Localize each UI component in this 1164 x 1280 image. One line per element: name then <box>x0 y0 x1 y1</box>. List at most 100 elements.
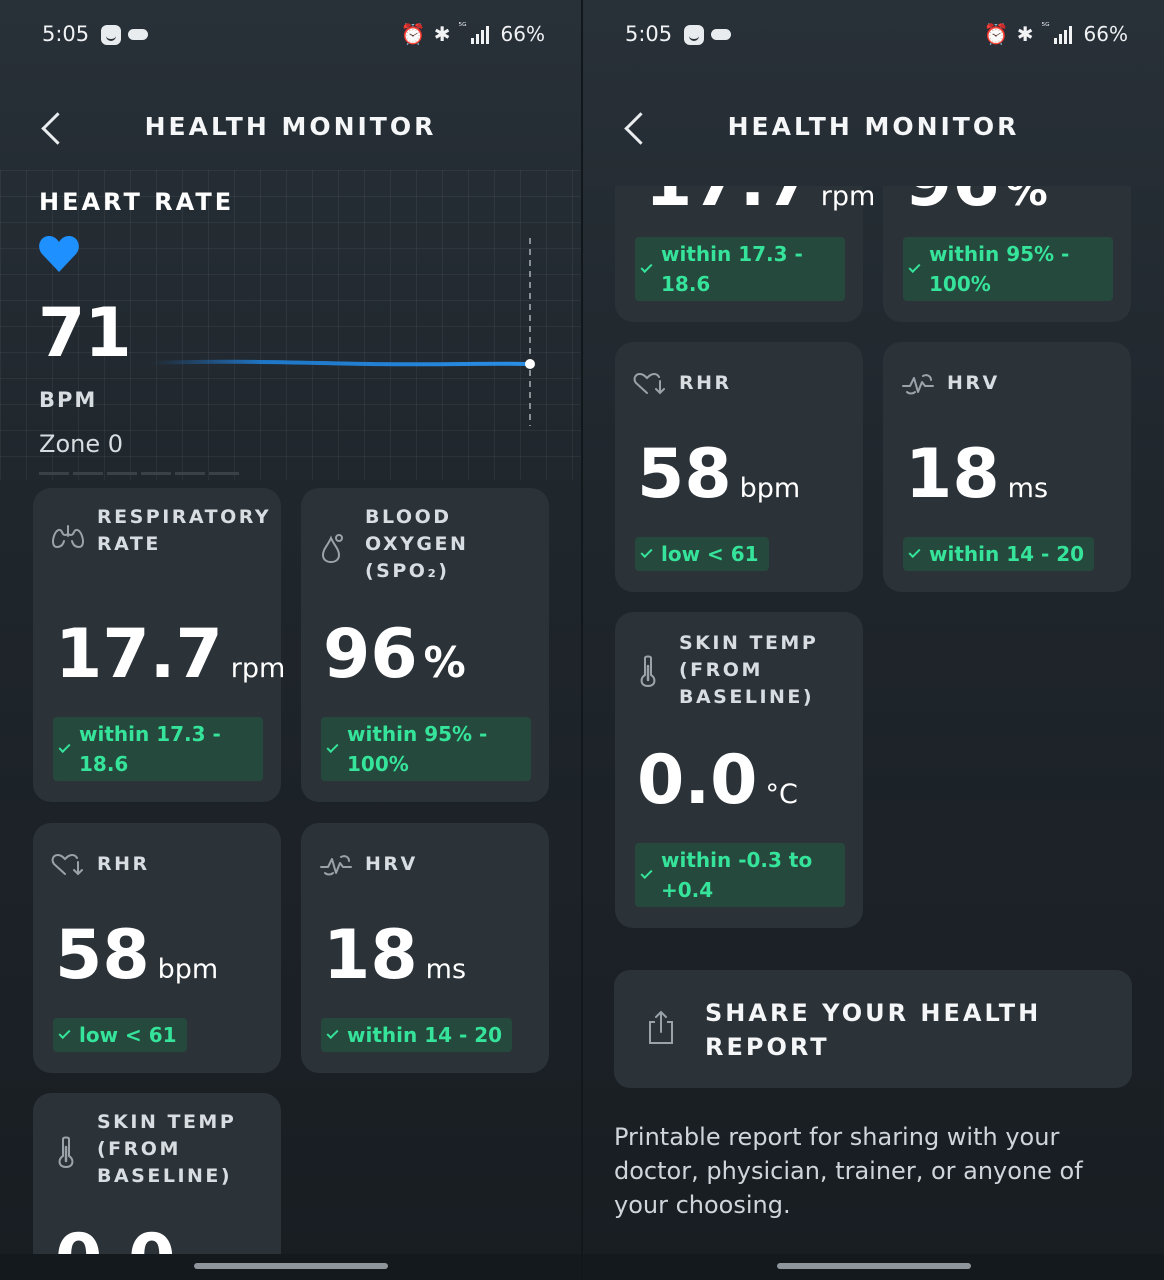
blood-oxygen-card[interactable]: BLOOD OXYGEN (SPO₂) 96% within 95% - 100… <box>301 488 549 802</box>
blood-oxygen-label: BLOOD OXYGEN (SPO₂) <box>365 504 468 585</box>
zone-segments <box>39 472 239 475</box>
status-time: 5:05 <box>42 22 90 46</box>
heart-rate-label: HEART RATE <box>39 188 235 216</box>
respiratory-badge-line1: within 17.3 - <box>661 242 803 266</box>
hrv-label: HRV <box>947 372 1000 394</box>
hrv-value: 18 ms <box>905 440 1048 524</box>
respiratory-status-badge: within 17.3 - 18.6 <box>53 717 263 781</box>
rhr-label: RHR <box>97 853 150 875</box>
heart-rate-value: 71 <box>38 294 132 373</box>
rhr-unit: bpm <box>157 954 219 985</box>
check-icon <box>640 260 653 274</box>
rhr-card[interactable]: RHR 58 bpm low < 61 <box>615 342 863 592</box>
spo2-badge-line1: within 95% - <box>929 242 1070 266</box>
rhr-card[interactable]: RHR 58 bpm low < 61 <box>33 823 281 1073</box>
check-icon <box>326 1026 339 1040</box>
hrv-number: 18 <box>323 916 418 995</box>
alarm-icon: ⏰ <box>983 22 1009 46</box>
thermometer-icon <box>58 1136 74 1168</box>
spo2-label-line1: BLOOD <box>365 506 452 528</box>
heart-rate-chart <box>150 238 535 426</box>
skin-temp-card[interactable]: SKIN TEMP (FROM BASELINE) 0.0 <box>33 1093 281 1280</box>
spo2-badge-line1: within 95% - <box>347 722 488 746</box>
spo2-unit: % <box>423 638 466 687</box>
home-indicator[interactable] <box>194 1263 388 1269</box>
signal-icon: ⁵ᴳ <box>1042 22 1076 46</box>
signal-icon: ⁵ᴳ <box>459 22 493 46</box>
share-label-line2: REPORT <box>705 1033 830 1061</box>
hrv-card[interactable]: HRV 18 ms within 14 - 20 <box>883 342 1131 592</box>
page-title: HEALTH MONITOR <box>144 112 437 141</box>
heart-rate-zone: Zone 0 <box>39 430 123 458</box>
skin-temp-label-line3: BASELINE) <box>679 686 815 708</box>
pulse-icon <box>902 374 934 395</box>
respiratory-unit: rpm <box>820 181 876 212</box>
pulse-icon <box>320 855 352 876</box>
skin-temp-label-line3: BASELINE) <box>97 1165 233 1187</box>
share-icon <box>649 1010 673 1044</box>
rhr-label: RHR <box>679 372 732 394</box>
alarm-icon: ⏰ <box>400 22 426 46</box>
respiratory-badge-line1: within 17.3 - <box>79 722 221 746</box>
check-icon <box>908 260 921 274</box>
notification-pill-icon <box>128 29 148 40</box>
share-label-line1: SHARE YOUR HEALTH <box>705 999 1042 1027</box>
share-health-report-button[interactable]: SHARE YOUR HEALTH REPORT <box>614 970 1132 1088</box>
respiratory-rate-value: 17.7 rpm <box>55 620 285 704</box>
rhr-value: 58 bpm <box>637 440 800 524</box>
battery-level: 66% <box>500 22 545 46</box>
heart-icon <box>39 236 79 272</box>
thermometer-icon <box>640 655 656 687</box>
skin-temp-label: SKIN TEMP (FROM BASELINE) <box>97 1109 236 1190</box>
droplet-icon <box>321 534 343 564</box>
share-description: Printable report for sharing with your d… <box>614 1123 1083 1219</box>
respiratory-badge-line2: 18.6 <box>79 752 129 776</box>
rhr-value: 58 bpm <box>55 921 218 1005</box>
heart-down-icon <box>633 372 665 395</box>
hrv-card[interactable]: HRV 18 ms within 14 - 20 <box>301 823 549 1073</box>
rhr-number: 58 <box>55 916 150 995</box>
notification-app-icon <box>101 25 121 45</box>
hrv-label: HRV <box>365 853 418 875</box>
hrv-unit: ms <box>1007 473 1049 504</box>
status-bar: 5:05 ⏰ ✱ ⁵ᴳ 66% <box>583 18 1164 52</box>
respiratory-number: 17.7 <box>55 615 223 694</box>
status-bar: 5:05 ⏰ ✱ ⁵ᴳ 66% <box>0 18 581 52</box>
spo2-number: 96 <box>323 615 418 694</box>
skin-temp-badge-line2: +0.4 <box>661 878 714 902</box>
skin-temp-label-line2: (FROM <box>679 659 763 681</box>
respiratory-badge-line2: 18.6 <box>661 272 711 296</box>
status-time: 5:05 <box>625 22 673 46</box>
hrv-status-badge: within 14 - 20 <box>903 537 1095 571</box>
rhr-badge-text: low < 61 <box>661 542 759 566</box>
hrv-status-badge: within 14 - 20 <box>321 1018 513 1052</box>
skin-temp-label-line1: SKIN TEMP <box>97 1111 237 1133</box>
respiratory-label-line2: RATE <box>97 533 161 555</box>
respiratory-unit: rpm <box>230 653 286 684</box>
check-icon <box>640 545 653 559</box>
hrv-badge-text: within 14 - 20 <box>347 1023 503 1047</box>
skin-temp-label-line2: (FROM <box>97 1138 181 1160</box>
skin-temp-value: 0.0 °C <box>637 746 798 830</box>
skin-temp-unit: °C <box>765 779 798 810</box>
bluetooth-icon: ✱ <box>1016 22 1034 46</box>
spo2-label-line2: OXYGEN <box>365 533 469 555</box>
check-icon <box>640 866 653 880</box>
hrv-unit: ms <box>425 954 467 985</box>
share-label: SHARE YOUR HEALTH REPORT <box>705 996 1041 1064</box>
check-icon <box>58 1026 71 1040</box>
hrv-number: 18 <box>905 435 1000 514</box>
hrv-badge-text: within 14 - 20 <box>929 542 1085 566</box>
respiratory-rate-card[interactable]: RESPIRATORY RATE 17.7 rpm within 17.3 - 1… <box>33 488 285 802</box>
home-indicator[interactable] <box>777 1263 971 1269</box>
notification-pill-icon <box>711 29 731 40</box>
spo2-badge-line2: 100% <box>929 272 991 296</box>
rhr-unit: bpm <box>739 473 801 504</box>
skin-temp-card[interactable]: SKIN TEMP (FROM BASELINE) 0.0 °C within -… <box>615 612 863 928</box>
rhr-status-badge: low < 61 <box>635 537 769 571</box>
rhr-status-badge: low < 61 <box>53 1018 187 1052</box>
check-icon <box>908 545 921 559</box>
spo2-badge-line2: 100% <box>347 752 409 776</box>
app-header: HEALTH MONITOR <box>0 100 581 156</box>
